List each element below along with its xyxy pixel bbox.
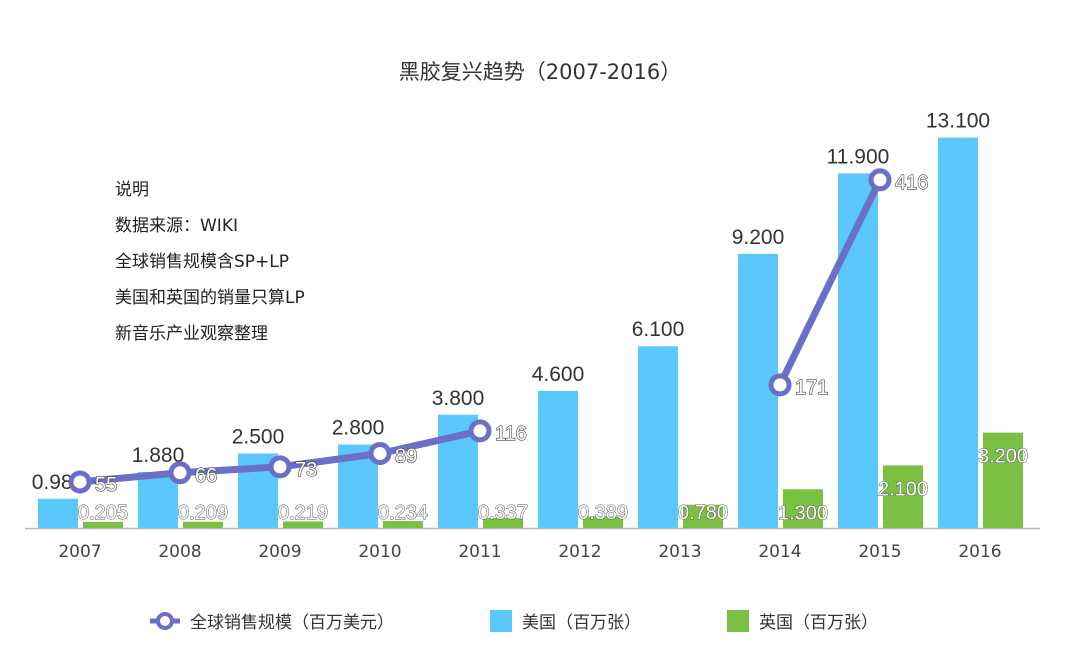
bar-uk bbox=[583, 516, 623, 528]
bar-uk bbox=[983, 432, 1023, 528]
data-label-global: 73 bbox=[295, 459, 317, 481]
data-label-uk: 0.337 bbox=[478, 502, 528, 524]
note-line: 美国和英国的销量只算LP bbox=[115, 288, 305, 308]
chart-title: 黑胶复兴趋势（2007-2016） bbox=[398, 60, 682, 84]
line-global bbox=[776, 178, 884, 387]
bar-us bbox=[138, 471, 178, 528]
bar-us bbox=[938, 137, 978, 528]
bar-uk bbox=[83, 521, 123, 528]
x-tick-label: 2014 bbox=[758, 542, 801, 562]
legend-item-us: 美国（百万张） bbox=[490, 608, 641, 633]
notes: 说明 数据来源：WIKI 全球销售规模含SP+LP 美国和英国的销量只算LP 新… bbox=[115, 172, 305, 352]
bar-us bbox=[538, 390, 578, 528]
bar-us bbox=[638, 346, 678, 528]
note-line: 说明 bbox=[115, 180, 149, 200]
x-tick-label: 2007 bbox=[58, 542, 101, 562]
data-label-uk: 0.219 bbox=[278, 502, 328, 524]
data-label-us: 6.100 bbox=[632, 318, 685, 341]
data-label-us: 1.880 bbox=[132, 444, 185, 467]
x-tick-label: 2012 bbox=[558, 542, 601, 562]
point-global bbox=[268, 455, 292, 479]
data-label-us: 11.900 bbox=[827, 145, 890, 168]
data-label-global: 66 bbox=[195, 465, 217, 487]
bar-uk bbox=[383, 521, 423, 528]
bar-uk bbox=[883, 465, 923, 528]
bar-uk bbox=[483, 517, 523, 528]
data-label-us: 13.100 bbox=[926, 110, 990, 133]
data-label-uk: 0.780 bbox=[678, 502, 728, 524]
line-marker-icon bbox=[150, 611, 180, 630]
data-label-uk: 2.100 bbox=[878, 478, 928, 500]
legend-item-uk: 英国（百万张） bbox=[727, 608, 878, 633]
data-label-us: 3.800 bbox=[432, 387, 485, 410]
data-label-global: 89 bbox=[395, 446, 417, 468]
bar-uk bbox=[683, 504, 723, 528]
bar-us bbox=[38, 498, 78, 528]
note-line: 全球销售规模含SP+LP bbox=[115, 252, 290, 272]
note-line: 数据来源：WIKI bbox=[115, 216, 238, 236]
point-global bbox=[368, 442, 392, 466]
legend-label: 美国（百万张） bbox=[522, 613, 641, 633]
legend-swatch bbox=[727, 609, 749, 632]
point-global bbox=[468, 419, 492, 443]
data-label-global: 416 bbox=[895, 172, 928, 194]
data-label-us: 4.600 bbox=[532, 363, 585, 386]
point-global bbox=[168, 461, 192, 485]
point-global bbox=[768, 373, 792, 397]
point-global bbox=[868, 168, 892, 192]
x-tick-label: 2013 bbox=[658, 542, 701, 562]
data-label-global: 55 bbox=[95, 474, 117, 496]
data-label-global: 116 bbox=[495, 423, 527, 445]
point-global bbox=[68, 470, 92, 494]
legend-item-global: 全球销售规模（百万美元） bbox=[150, 608, 394, 633]
x-tick-label: 2008 bbox=[158, 542, 201, 562]
data-label-uk: 3.200 bbox=[978, 446, 1028, 468]
data-label-uk: 0.209 bbox=[178, 502, 228, 524]
legend-swatch bbox=[490, 609, 512, 632]
bar-uk bbox=[183, 521, 223, 528]
x-tick-label: 2016 bbox=[958, 542, 1001, 562]
bar-uk bbox=[283, 521, 323, 528]
data-label-uk: 0.205 bbox=[78, 502, 128, 524]
data-label-us: 9.200 bbox=[732, 226, 785, 249]
x-tick-label: 2009 bbox=[258, 542, 301, 562]
legend-label: 英国（百万张） bbox=[759, 613, 878, 633]
data-label-global: 171 bbox=[795, 377, 828, 399]
data-label-uk: 0.234 bbox=[378, 502, 428, 524]
note-line: 新音乐产业观察整理 bbox=[115, 324, 268, 344]
data-label-us: 2.500 bbox=[232, 426, 285, 449]
x-tick-label: 2015 bbox=[858, 542, 901, 562]
x-tick-label: 2011 bbox=[458, 542, 501, 562]
legend-label: 全球销售规模（百万美元） bbox=[190, 613, 394, 633]
data-label-us: 2.800 bbox=[332, 417, 385, 440]
bar-uk bbox=[783, 489, 823, 528]
data-label-uk: 0.389 bbox=[578, 502, 628, 524]
data-label-uk: 1.300 bbox=[778, 502, 828, 524]
x-tick-label: 2010 bbox=[358, 542, 401, 562]
